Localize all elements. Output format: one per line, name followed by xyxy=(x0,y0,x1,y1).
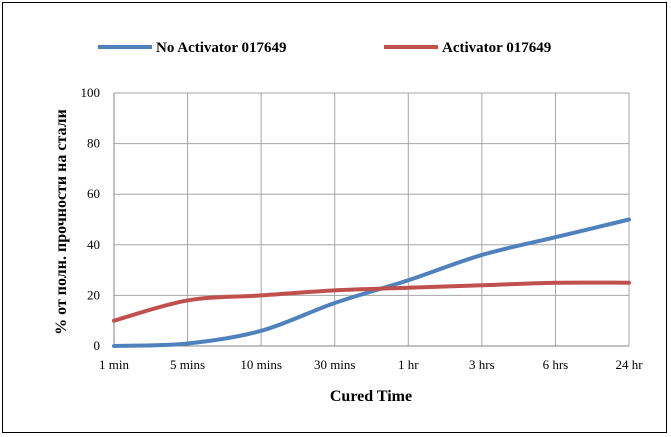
legend-label-no-activator: No Activator 017649 xyxy=(156,40,287,56)
x-tick-label: 1 min xyxy=(99,357,129,372)
gridlines xyxy=(113,92,630,347)
x-tick-label: 3 hrs xyxy=(469,357,495,372)
series-lines xyxy=(112,217,631,348)
series-line-no-activator xyxy=(112,217,631,348)
legend-label-activator: Activator 017649 xyxy=(442,40,551,56)
y-tick-label: 20 xyxy=(87,287,100,302)
x-tick-label: 30 mins xyxy=(314,357,356,372)
x-tick-label: 5 mins xyxy=(170,357,205,372)
y-axis-title: % от полн. прочности на стали xyxy=(53,109,70,335)
x-tick-label: 10 mins xyxy=(240,357,282,372)
y-tick-label: 100 xyxy=(81,85,101,100)
legend: No Activator 017649 Activator 017649 xyxy=(98,40,551,56)
y-tick-label: 80 xyxy=(87,136,100,151)
x-tick-label: 24 hr xyxy=(615,357,643,372)
y-tick-label: 60 xyxy=(87,186,100,201)
x-tick-label: 6 hrs xyxy=(543,357,569,372)
tick-labels: 0 20 40 60 80 100 1 min 5 mins 10 mins 30 mins 1 h… xyxy=(81,85,644,372)
x-tick-label: 1 hr xyxy=(398,357,419,372)
y-tick-label: 40 xyxy=(87,237,100,252)
series-line-activator xyxy=(112,280,631,323)
x-axis-title: Cured Time xyxy=(330,388,412,405)
y-tick-label: 0 xyxy=(94,338,101,353)
